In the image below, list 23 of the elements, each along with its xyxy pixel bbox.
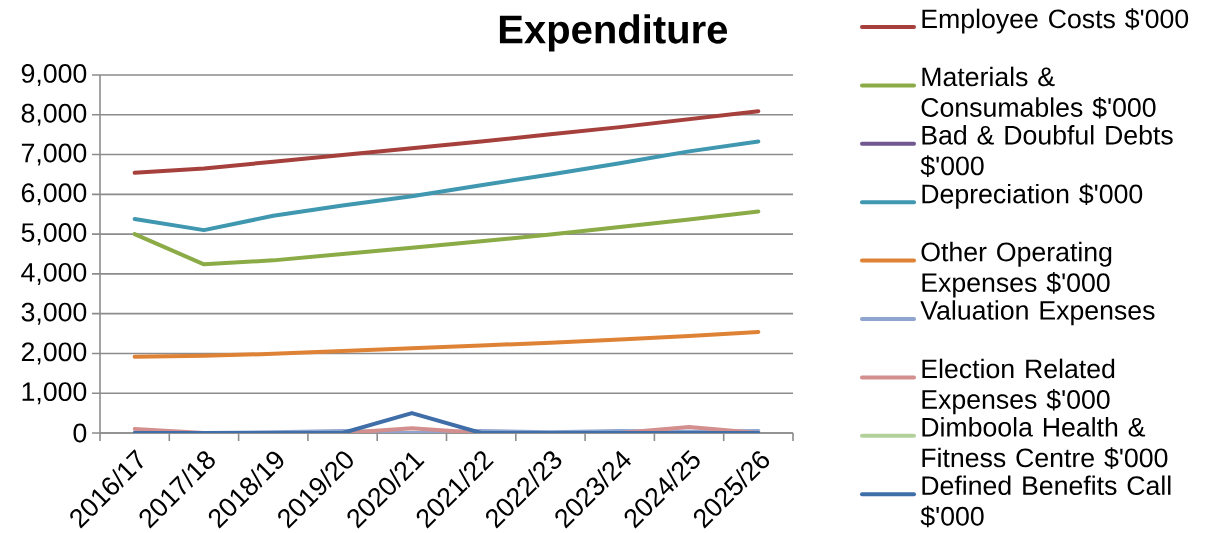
y-tick-label: 6,000 <box>21 183 87 206</box>
line-series <box>132 209 761 267</box>
legend-label: Other Operating Expenses $'000 <box>921 241 1112 298</box>
y-tick-label: 0 <box>73 423 87 443</box>
y-tick-label: 1,000 <box>22 382 87 405</box>
legend-label: Bad & Doubful Debts $'000 <box>920 125 1173 177</box>
legend-label: Defined Benefits Call $'000 <box>920 475 1171 528</box>
legend-label: Materials & Consumables $'000 <box>921 66 1156 119</box>
y-tick-label: 7,000 <box>21 143 87 166</box>
chart-title: Expenditure <box>499 14 728 52</box>
y-tick-label: 8,000 <box>21 103 87 126</box>
y-tick-label: 4,000 <box>21 262 87 285</box>
line-series <box>132 139 761 233</box>
legend-label: Dimboola Health & Fitness Centre $'000 <box>922 417 1168 469</box>
y-tick-label: 5,000 <box>21 223 87 246</box>
legend-label: Valuation Expenses <box>920 300 1155 326</box>
y-tick-label: 2,000 <box>21 342 87 365</box>
line-series <box>132 329 761 359</box>
y-tick-label: 9,000 <box>21 64 87 87</box>
legend-label: Employee Costs $'000 <box>922 8 1189 34</box>
y-tick-label: 3,000 <box>21 302 87 325</box>
legend-label: Depreciation $'000 <box>922 183 1143 209</box>
legend-label: Election Related Expenses $'000 <box>922 358 1115 415</box>
